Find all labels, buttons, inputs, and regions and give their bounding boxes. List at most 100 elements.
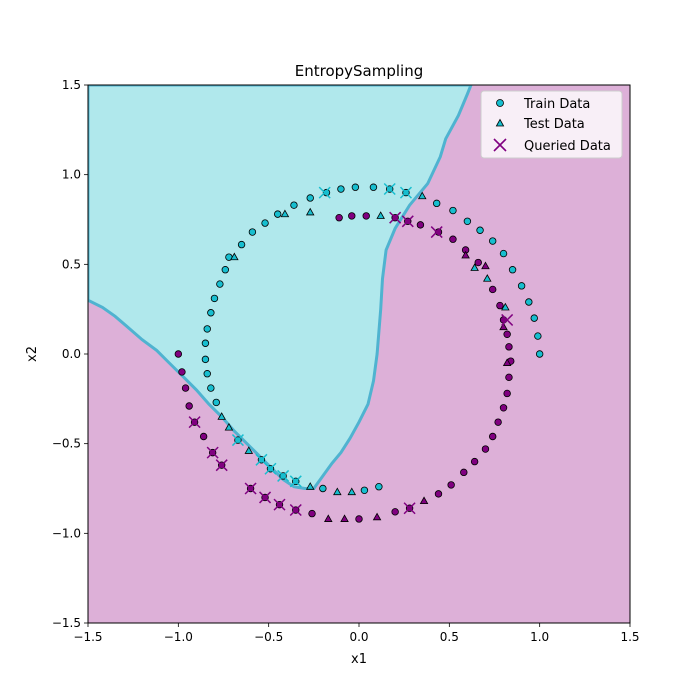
- train-point-class0: [535, 350, 544, 358]
- test-point-class0: [501, 302, 510, 311]
- train-point-class0: [203, 370, 211, 378]
- legend-box: [480, 90, 623, 159]
- test-point-class1: [340, 514, 349, 522]
- train-point-class0: [534, 332, 542, 340]
- legend-train-marker: [496, 99, 504, 107]
- train-point-class0: [290, 201, 298, 209]
- train-point-class0: [210, 294, 219, 303]
- legend-test-label: Test Data: [523, 117, 585, 132]
- train-point-class1: [355, 515, 363, 523]
- train-point-class0: [216, 280, 224, 288]
- train-point-class1: [503, 330, 511, 338]
- train-point-class1: [434, 490, 443, 498]
- queried-point-class0: [264, 462, 277, 475]
- train-point-class1: [494, 418, 502, 426]
- queried-point-class1: [403, 502, 416, 515]
- train-point-class0: [530, 314, 538, 322]
- train-point-class0: [203, 325, 211, 333]
- queried-point-class0: [399, 186, 413, 199]
- train-point-class1: [178, 368, 186, 376]
- x-tick-label: −0.5: [254, 630, 283, 644]
- train-point-class0: [237, 240, 246, 249]
- train-point-class1: [496, 301, 504, 310]
- train-point-class1: [362, 212, 370, 220]
- queried-point-class1: [289, 503, 302, 517]
- test-point-class0: [482, 274, 492, 282]
- test-point-class1: [481, 261, 490, 270]
- queried-point-class0: [277, 469, 290, 482]
- y-tick-label: 1.0: [62, 168, 81, 182]
- train-point-class1: [181, 384, 190, 392]
- train-point-class0: [319, 484, 327, 493]
- train-point-class1: [499, 404, 508, 412]
- train-point-class0: [517, 282, 526, 290]
- train-point-class1: [503, 389, 511, 398]
- legend: Train Data Test Data Queried Data: [480, 90, 623, 159]
- train-point-class0: [432, 199, 441, 208]
- train-point-class0: [449, 206, 457, 215]
- queried-point-class1: [206, 446, 219, 459]
- test-point-class0: [470, 263, 479, 271]
- test-point-class1: [419, 496, 429, 505]
- queried-point-class1: [244, 482, 257, 495]
- train-point-class1: [335, 214, 343, 222]
- train-point-class0: [221, 266, 230, 274]
- train-point-class0: [201, 339, 210, 347]
- x-axis-label: x1: [351, 652, 367, 667]
- queried-point-class1: [273, 498, 286, 511]
- train-point-class0: [212, 398, 220, 407]
- train-point-class1: [447, 481, 455, 489]
- queried-point-class1: [501, 313, 514, 326]
- queried-point-class1: [188, 416, 201, 429]
- train-point-class1: [470, 457, 479, 466]
- test-point-class1: [324, 514, 333, 522]
- train-point-class0: [488, 237, 497, 245]
- y-tick-label: 1.5: [62, 78, 81, 92]
- train-point-class1: [174, 350, 183, 358]
- train-point-class0: [499, 249, 508, 258]
- test-point-class1: [502, 358, 512, 366]
- y-tick-label: 0.5: [62, 257, 81, 271]
- legend-queried-label: Queried Data: [524, 139, 611, 154]
- train-point-class1: [505, 373, 513, 382]
- train-point-class0: [463, 217, 472, 225]
- train-point-class0: [508, 266, 517, 274]
- train-point-class1: [434, 228, 443, 236]
- test-point-class0: [376, 211, 385, 219]
- train-point-class1: [348, 212, 356, 220]
- y-tick-label: −0.5: [52, 437, 81, 451]
- train-point-class0: [261, 219, 269, 227]
- x-tick-label: 1.5: [620, 630, 639, 644]
- test-point-class0: [305, 207, 315, 216]
- x-tick-label: −1.0: [164, 630, 193, 644]
- x-tick-label: 0.0: [349, 630, 368, 644]
- train-point-class1: [460, 468, 468, 477]
- test-point-class1: [461, 250, 470, 259]
- train-point-class0: [274, 210, 282, 218]
- train-point-class0: [375, 483, 383, 491]
- legend-test-marker: [495, 118, 505, 127]
- y-axis: −1.5 −1.0 −0.5 0.0 0.5 1.0 1.5: [52, 78, 88, 630]
- train-point-class1: [391, 508, 399, 516]
- test-point-class1: [499, 322, 508, 331]
- test-point-class0: [217, 412, 226, 420]
- queried-point-class1: [215, 459, 228, 472]
- train-point-class0: [207, 384, 215, 392]
- train-point-class0: [306, 194, 314, 202]
- test-point-class0: [347, 487, 357, 496]
- train-point-class0: [369, 183, 378, 191]
- train-point-class1: [449, 235, 457, 243]
- train-point-class0: [337, 185, 345, 193]
- train-point-class1: [505, 343, 513, 351]
- test-point-class0: [280, 209, 290, 218]
- train-point-class0: [360, 486, 369, 494]
- queried-point-class1: [389, 211, 402, 224]
- y-axis-label: x2: [25, 346, 40, 362]
- test-point-class0: [333, 487, 342, 496]
- queried-point-class1: [401, 215, 414, 228]
- test-point-class0: [224, 422, 234, 431]
- train-point-class0: [525, 298, 533, 306]
- train-point-class0: [322, 188, 331, 197]
- x-tick-label: 1.0: [530, 630, 549, 644]
